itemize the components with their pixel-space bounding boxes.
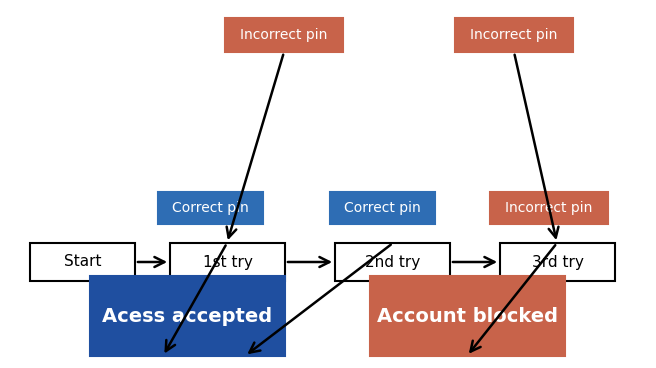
Text: 3rd try: 3rd try	[531, 255, 583, 269]
Text: Correct pin: Correct pin	[172, 201, 249, 215]
FancyBboxPatch shape	[158, 192, 263, 224]
FancyBboxPatch shape	[500, 243, 615, 281]
Text: Incorrect pin: Incorrect pin	[240, 28, 328, 42]
FancyBboxPatch shape	[455, 18, 573, 52]
FancyBboxPatch shape	[490, 192, 608, 224]
FancyBboxPatch shape	[225, 18, 343, 52]
FancyBboxPatch shape	[170, 243, 285, 281]
FancyBboxPatch shape	[335, 243, 450, 281]
Text: 1st try: 1st try	[203, 255, 253, 269]
Text: 2nd try: 2nd try	[365, 255, 420, 269]
Text: Start: Start	[64, 255, 101, 269]
FancyBboxPatch shape	[90, 276, 285, 356]
FancyBboxPatch shape	[30, 243, 135, 281]
Text: Correct pin: Correct pin	[344, 201, 421, 215]
Text: Account blocked: Account blocked	[377, 307, 558, 326]
Text: Incorrect pin: Incorrect pin	[470, 28, 558, 42]
FancyBboxPatch shape	[330, 192, 435, 224]
Text: Incorrect pin: Incorrect pin	[505, 201, 592, 215]
FancyBboxPatch shape	[370, 276, 565, 356]
Text: Acess accepted: Acess accepted	[102, 307, 272, 326]
